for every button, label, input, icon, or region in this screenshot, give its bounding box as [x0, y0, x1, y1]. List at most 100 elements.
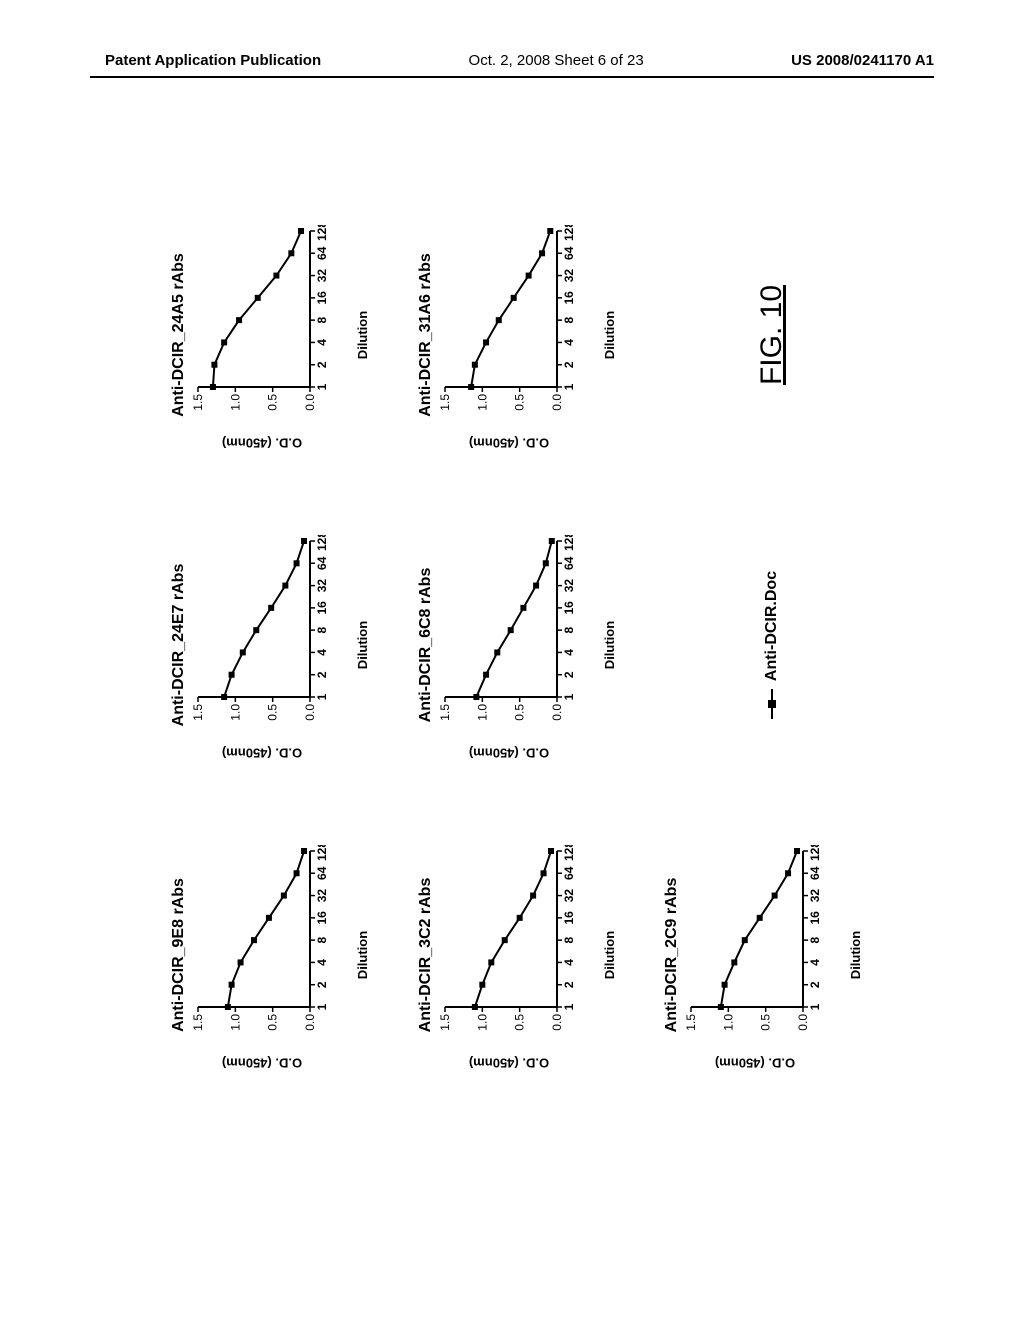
figure-area: Anti-DCIR_9E8 rAbs O.D. (450nm) Dilution… [75, 290, 975, 1000]
svg-text:64: 64 [562, 866, 576, 880]
svg-text:0.0: 0.0 [303, 704, 317, 721]
svg-text:32: 32 [315, 269, 329, 283]
chart-cell-5: Anti-DCIR_31A6 rAbs O.D. (450nm) Dilutio… [417, 195, 634, 475]
svg-text:1.0: 1.0 [475, 704, 489, 721]
svg-text:1: 1 [562, 693, 576, 700]
legend-cell: Anti-DCIR.Doc [663, 505, 880, 785]
svg-text:0.0: 0.0 [796, 1014, 810, 1031]
svg-text:8: 8 [562, 936, 576, 943]
chart-title: Anti-DCIR_9E8 rAbs [170, 815, 188, 1095]
svg-text:32: 32 [562, 889, 576, 903]
figure-label: FIG. 10 [755, 285, 789, 385]
svg-text:1.5: 1.5 [192, 394, 205, 411]
x-axis-label: Dilution [602, 931, 617, 979]
svg-text:8: 8 [315, 626, 329, 633]
chart-plot: O.D. (450nm) Dilution 0.00.51.01.5124816… [192, 535, 332, 755]
svg-text:0.5: 0.5 [512, 394, 526, 411]
x-axis-label: Dilution [602, 621, 617, 669]
svg-text:4: 4 [562, 649, 576, 656]
svg-text:1.0: 1.0 [475, 394, 489, 411]
chart-title: Anti-DCIR_24A5 rAbs [170, 195, 188, 475]
y-axis-label: O.D. (450nm) [469, 1055, 549, 1070]
svg-text:1: 1 [315, 383, 329, 390]
y-axis-label: O.D. (450nm) [469, 745, 549, 760]
x-axis-label: Dilution [355, 621, 370, 669]
chart-title: Anti-DCIR_3C2 rAbs [417, 815, 435, 1095]
svg-text:8: 8 [562, 626, 576, 633]
svg-text:32: 32 [808, 889, 822, 903]
svg-text:0.5: 0.5 [266, 1014, 280, 1031]
svg-text:128: 128 [315, 845, 329, 861]
svg-text:1.0: 1.0 [722, 1014, 736, 1031]
y-axis-label: O.D. (450nm) [469, 435, 549, 450]
svg-text:128: 128 [562, 845, 576, 861]
svg-text:128: 128 [808, 845, 822, 861]
svg-text:128: 128 [562, 535, 576, 551]
svg-text:32: 32 [315, 889, 329, 903]
svg-text:32: 32 [562, 269, 576, 283]
svg-text:64: 64 [808, 866, 822, 880]
svg-text:8: 8 [808, 936, 822, 943]
svg-text:1.0: 1.0 [228, 704, 242, 721]
y-axis-label: O.D. (450nm) [222, 1055, 302, 1070]
svg-text:4: 4 [808, 959, 822, 966]
header-rule [90, 76, 934, 78]
header-center: Oct. 2, 2008 Sheet 6 of 23 [469, 52, 644, 69]
chart-grid: Anti-DCIR_9E8 rAbs O.D. (450nm) Dilution… [170, 195, 880, 1095]
svg-text:1: 1 [562, 383, 576, 390]
y-axis-label: O.D. (450nm) [222, 435, 302, 450]
figure-label-cell: FIG. 10 [663, 195, 880, 475]
legend-text: Anti-DCIR.Doc [763, 571, 781, 681]
svg-text:2: 2 [315, 361, 329, 368]
chart-title: Anti-DCIR_2C9 rAbs [663, 815, 681, 1095]
chart-plot: O.D. (450nm) Dilution 0.00.51.01.5124816… [439, 225, 579, 445]
svg-text:8: 8 [315, 316, 329, 323]
svg-text:0.0: 0.0 [303, 1014, 317, 1031]
chart-plot: O.D. (450nm) Dilution 0.00.51.01.5124816… [685, 845, 825, 1065]
svg-text:0.5: 0.5 [759, 1014, 773, 1031]
svg-text:0.0: 0.0 [303, 394, 317, 411]
svg-text:2: 2 [808, 981, 822, 988]
svg-text:8: 8 [315, 936, 329, 943]
svg-text:1.0: 1.0 [475, 1014, 489, 1031]
svg-text:0.0: 0.0 [550, 704, 564, 721]
chart-plot: O.D. (450nm) Dilution 0.00.51.01.5124816… [192, 845, 332, 1065]
svg-text:1.0: 1.0 [228, 1014, 242, 1031]
svg-text:128: 128 [315, 535, 329, 551]
svg-text:1: 1 [315, 1003, 329, 1010]
svg-text:0.5: 0.5 [266, 704, 280, 721]
svg-text:128: 128 [315, 225, 329, 241]
svg-text:0.5: 0.5 [512, 1014, 526, 1031]
chart-cell-0: Anti-DCIR_9E8 rAbs O.D. (450nm) Dilution… [170, 815, 387, 1095]
svg-text:1: 1 [315, 693, 329, 700]
svg-text:1.5: 1.5 [439, 1014, 452, 1031]
svg-text:32: 32 [562, 579, 576, 593]
svg-text:4: 4 [562, 959, 576, 966]
y-axis-label: O.D. (450nm) [715, 1055, 795, 1070]
svg-text:4: 4 [315, 959, 329, 966]
svg-text:0.5: 0.5 [512, 704, 526, 721]
svg-text:1.5: 1.5 [439, 704, 452, 721]
svg-text:16: 16 [562, 601, 576, 615]
svg-text:2: 2 [315, 981, 329, 988]
svg-text:64: 64 [562, 246, 576, 260]
legend-item: Anti-DCIR.Doc [763, 571, 781, 719]
svg-text:1.5: 1.5 [192, 1014, 205, 1031]
chart-cell-2: Anti-DCIR_24A5 rAbs O.D. (450nm) Dilutio… [170, 195, 387, 475]
x-axis-label: Dilution [602, 311, 617, 359]
svg-text:128: 128 [562, 225, 576, 241]
svg-text:16: 16 [562, 291, 576, 305]
x-axis-label: Dilution [355, 931, 370, 979]
svg-text:64: 64 [315, 556, 329, 570]
svg-text:16: 16 [315, 601, 329, 615]
svg-text:16: 16 [315, 911, 329, 925]
svg-text:1.5: 1.5 [439, 394, 452, 411]
svg-text:32: 32 [315, 579, 329, 593]
svg-text:1.5: 1.5 [685, 1014, 698, 1031]
chart-cell-6: Anti-DCIR_2C9 rAbs O.D. (450nm) Dilution… [663, 815, 880, 1095]
svg-text:16: 16 [315, 291, 329, 305]
svg-text:1.5: 1.5 [192, 704, 205, 721]
chart-plot: O.D. (450nm) Dilution 0.00.51.01.5124816… [439, 845, 579, 1065]
svg-text:64: 64 [315, 866, 329, 880]
svg-text:2: 2 [315, 671, 329, 678]
